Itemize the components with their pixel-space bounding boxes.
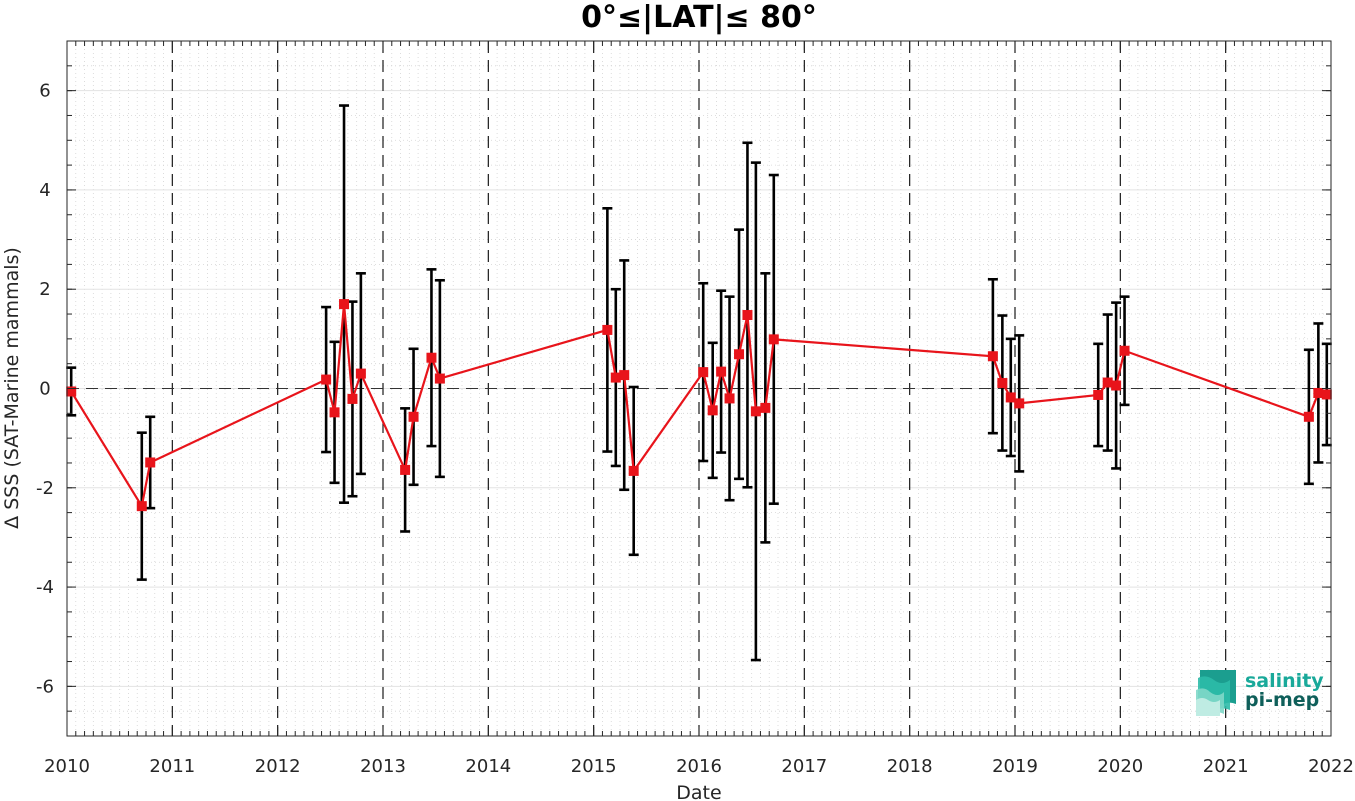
data-point	[716, 366, 727, 377]
logo-waves-icon	[1196, 670, 1236, 716]
x-tick-label: 2015	[571, 756, 617, 777]
chart-title: 0°≤|LAT|≤ 80°	[581, 0, 817, 35]
x-tick-labels: 2010 2011 2012 2013 2014 2015 2016 2017 2018 2019…	[44, 756, 1354, 777]
data-point	[997, 378, 1008, 389]
y-tick-labels: -6 -4 -2 0 2 4 6	[36, 81, 54, 698]
data-point	[734, 349, 745, 360]
x-tick-label: 2013	[360, 756, 406, 777]
data-point	[136, 501, 147, 512]
data-point	[355, 368, 366, 379]
data-point	[145, 457, 156, 468]
data-point	[321, 374, 332, 385]
x-tick-label: 2014	[465, 756, 511, 777]
y-tick-label: 0	[39, 379, 50, 400]
data-point	[987, 351, 998, 362]
data-point	[742, 310, 753, 321]
y-tick-label: -4	[36, 577, 54, 598]
x-axis-label: Date	[676, 782, 721, 801]
data-point	[698, 367, 709, 378]
data-point	[619, 370, 630, 381]
data-point	[724, 393, 735, 404]
data-point	[750, 406, 761, 417]
data-point	[628, 465, 639, 476]
x-tick-label: 2020	[1097, 756, 1143, 777]
data-point	[1303, 411, 1314, 422]
x-tick-label: 2017	[781, 756, 827, 777]
salinity-pi-mep-logo: salinity pi-mep	[1196, 670, 1324, 716]
data-point	[400, 464, 411, 475]
x-tick-label: 2010	[44, 756, 90, 777]
data-point	[434, 373, 445, 384]
data-markers	[66, 299, 1332, 512]
x-tick-label: 2018	[887, 756, 933, 777]
data-point	[1313, 387, 1324, 398]
data-point	[1111, 380, 1122, 391]
data-point	[1321, 389, 1332, 400]
y-axis-label: Δ SSS (SAT-Marine mammals)	[1, 247, 23, 529]
y-tick-label: 4	[39, 180, 50, 201]
data-point	[408, 411, 419, 422]
x-tick-label: 2011	[149, 756, 195, 777]
x-tick-label: 2021	[1203, 756, 1249, 777]
x-tick-label: 2016	[676, 756, 722, 777]
logo-line-2: pi-mep	[1245, 689, 1319, 711]
data-point	[610, 372, 621, 383]
y-tick-label: 6	[39, 81, 50, 102]
y-tick-label: -2	[36, 478, 54, 499]
data-point	[768, 334, 779, 345]
data-point	[602, 324, 613, 335]
data-point	[426, 352, 437, 363]
data-point	[1014, 398, 1025, 409]
data-point	[1093, 389, 1104, 400]
x-tick-label: 2022	[1308, 756, 1354, 777]
data-point	[347, 393, 358, 404]
y-tick-label: -6	[36, 676, 54, 697]
x-tick-label: 2012	[255, 756, 301, 777]
y-tick-label: 2	[39, 279, 50, 300]
data-point	[329, 407, 340, 418]
data-point	[760, 402, 771, 413]
data-point	[1102, 377, 1113, 388]
data-point	[1119, 345, 1130, 356]
data-point	[339, 299, 350, 310]
x-tick-label: 2019	[992, 756, 1038, 777]
logo-line-1: salinity	[1245, 670, 1324, 692]
data-point	[1005, 392, 1016, 403]
data-point	[707, 405, 718, 416]
axis-ticks	[66, 41, 1332, 736]
